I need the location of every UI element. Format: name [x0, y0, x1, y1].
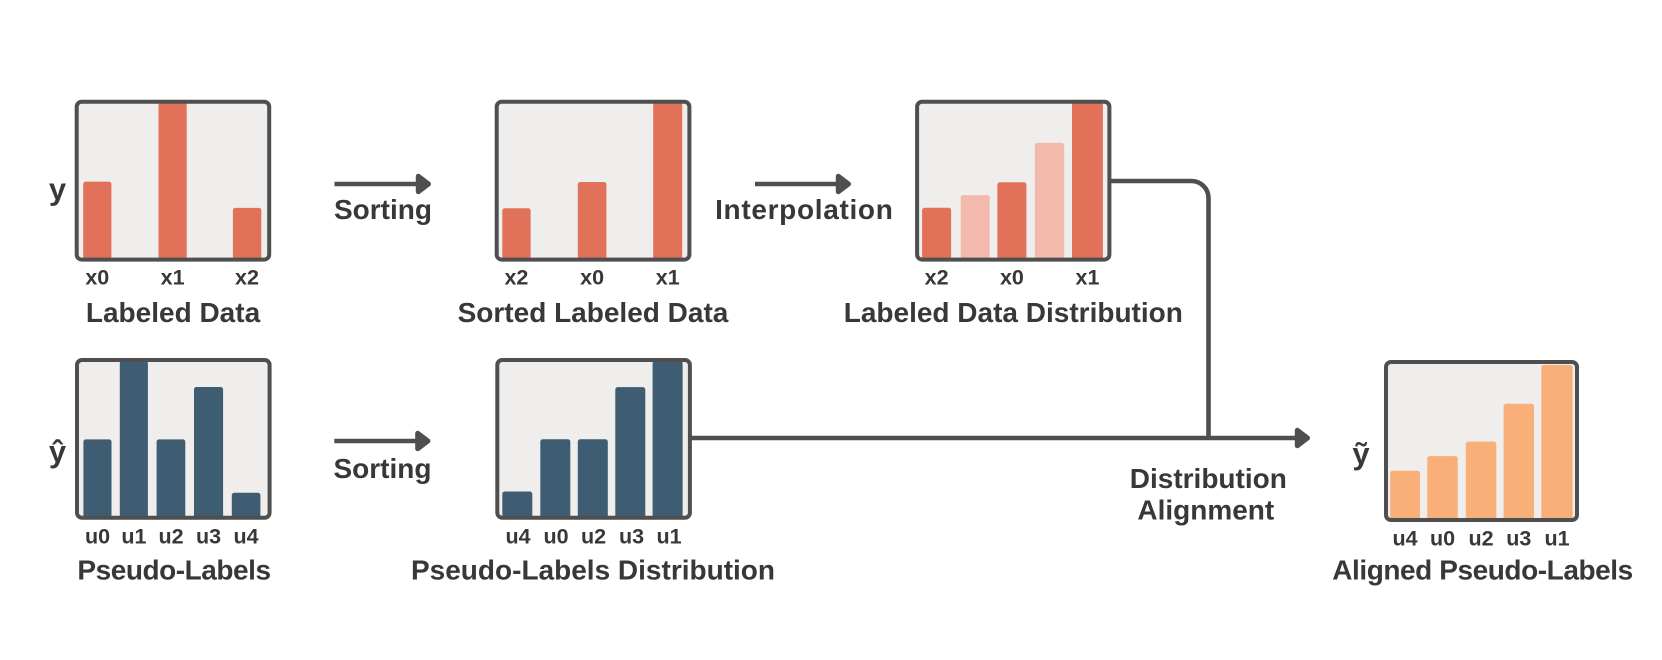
- svg-text:u2: u2: [158, 525, 183, 549]
- svg-text:Aligned Pseudo-Labels: Aligned Pseudo-Labels: [1332, 555, 1633, 586]
- svg-text:x0: x0: [1000, 266, 1024, 290]
- svg-text:Pseudo-Labels: Pseudo-Labels: [77, 555, 270, 586]
- svg-text:Sorted Labeled Data: Sorted Labeled Data: [458, 297, 729, 328]
- svg-text:x1: x1: [656, 266, 680, 290]
- svg-text:Pseudo-Labels Distribution: Pseudo-Labels Distribution: [411, 555, 775, 586]
- svg-text:u2: u2: [1469, 527, 1494, 551]
- svg-text:x1: x1: [161, 266, 185, 290]
- svg-text:ŷ: ŷ: [49, 434, 67, 469]
- svg-text:x2: x2: [235, 266, 259, 290]
- svg-text:Sorting: Sorting: [334, 194, 432, 225]
- svg-text:u4: u4: [505, 525, 530, 549]
- svg-text:u1: u1: [121, 525, 146, 549]
- svg-text:x0: x0: [85, 266, 109, 290]
- svg-text:x0: x0: [580, 266, 604, 290]
- svg-text:Labeled Data Distribution: Labeled Data Distribution: [844, 297, 1183, 328]
- svg-text:y: y: [49, 172, 67, 207]
- svg-text:u0: u0: [543, 525, 568, 549]
- svg-text:u0: u0: [1430, 527, 1455, 551]
- svg-text:u4: u4: [234, 525, 259, 549]
- svg-text:x2: x2: [925, 266, 949, 290]
- svg-text:u3: u3: [1506, 527, 1531, 551]
- svg-text:Distribution: Distribution: [1130, 463, 1287, 494]
- svg-text:u1: u1: [1544, 527, 1569, 551]
- svg-text:Alignment: Alignment: [1137, 495, 1274, 526]
- svg-text:Labeled Data: Labeled Data: [86, 297, 261, 328]
- svg-text:Sorting: Sorting: [334, 453, 432, 484]
- svg-text:u3: u3: [196, 525, 221, 549]
- svg-text:x2: x2: [504, 266, 528, 290]
- svg-text:u2: u2: [581, 525, 606, 549]
- svg-text:Interpolation: Interpolation: [715, 194, 893, 225]
- svg-text:u3: u3: [619, 525, 644, 549]
- svg-text:u4: u4: [1393, 527, 1418, 551]
- svg-text:x1: x1: [1076, 266, 1100, 290]
- svg-text:ỹ: ỹ: [1352, 436, 1370, 471]
- svg-text:u1: u1: [656, 525, 681, 549]
- svg-text:u0: u0: [85, 525, 110, 549]
